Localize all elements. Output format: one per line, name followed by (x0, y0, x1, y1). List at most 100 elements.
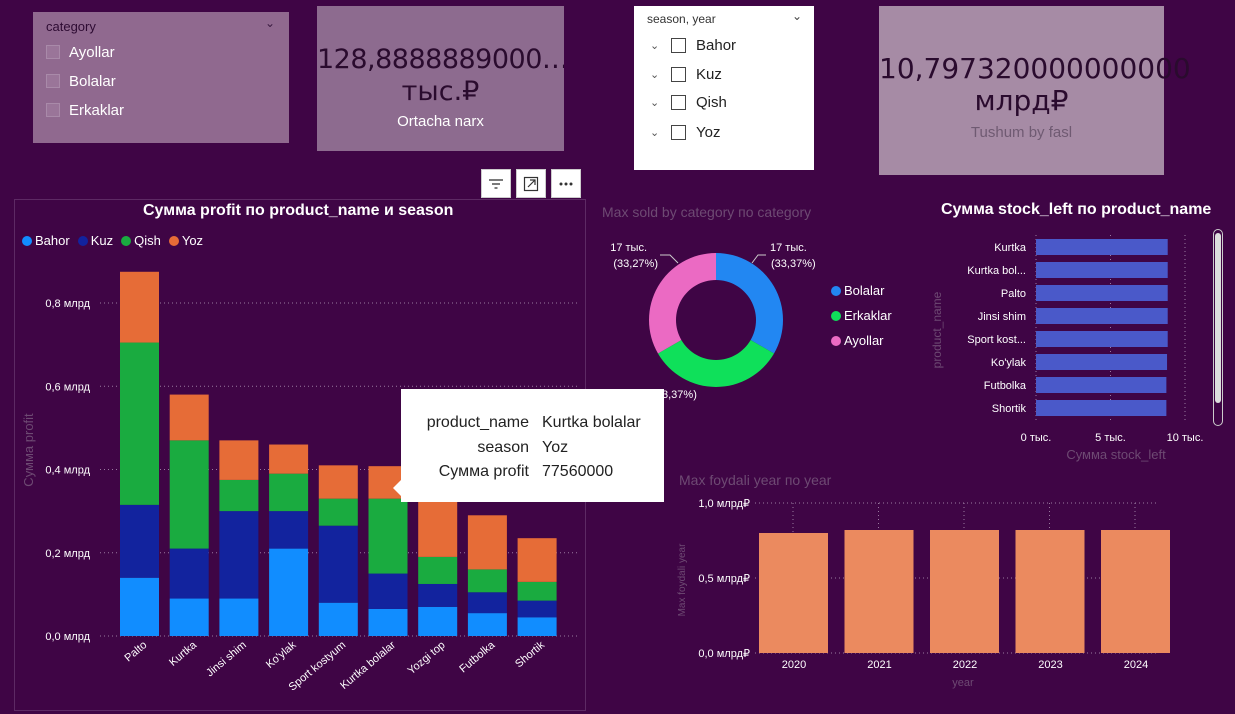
bar-segment-yoz (418, 496, 458, 557)
bar-segment-kuz (418, 583, 458, 607)
avg-price-card[interactable]: 128,8888889000… тыс.₽ Ortacha narx (317, 6, 564, 151)
y-tick-label: Futbolka (984, 380, 1027, 392)
stock-chart-svg: 0 тыс. 5 тыс. 10 тыс. Kurtka Kurtka bol... Pa… (930, 235, 1204, 462)
donut-leader-line (660, 254, 679, 264)
bar-segment-kuz (219, 511, 259, 599)
y-tick-label: 0,5 млрд₽ (698, 573, 750, 585)
y-tick-label: 0,0 млрд (45, 631, 90, 643)
y-tick-label: 0,8 млрд (45, 298, 90, 310)
x-tick-label: 2024 (1124, 659, 1148, 671)
category-option-label: Ayollar (69, 43, 115, 61)
donut-data-label: 17 тыс. (610, 242, 647, 254)
season-option-yoz[interactable]: ⌄ Yoz (650, 122, 720, 142)
expand-chevron-icon[interactable]: ⌄ (650, 96, 660, 109)
donut-chart-svg: 17 тыс. (33,27%) 17 тыс. (33,37%) 3,37%) Bola… (610, 242, 892, 401)
tooltip-pointer (393, 479, 402, 497)
filter-icon (489, 178, 503, 189)
stock-chart-scrollbar[interactable] (1213, 229, 1223, 426)
legend-dot-icon (831, 286, 841, 296)
category-option-erkaklar[interactable]: Erkaklar (46, 99, 124, 121)
donut-data-label: 3,37%) (662, 389, 697, 401)
y-tick-label: 0,2 млрд (45, 548, 90, 560)
season-option-kuz[interactable]: ⌄ Kuz (650, 64, 722, 84)
legend-label: Qish (134, 233, 161, 248)
checkbox-icon[interactable] (46, 103, 60, 117)
bar-segment-bahor (120, 577, 159, 636)
y-tick-label: 1,0 млрд₽ (698, 498, 750, 510)
bar-segment-qish (517, 581, 557, 601)
chart-tooltip: product_name Kurtka bolalar season Yoz С… (401, 389, 664, 502)
x-tick-label: Jinsi shim (204, 639, 249, 679)
checkbox-icon[interactable] (46, 45, 60, 59)
x-tick-label: 2023 (1038, 659, 1062, 671)
tooltip-value: Kurtka bolalar (542, 414, 641, 431)
filter-button[interactable] (481, 169, 511, 198)
x-axis-label: year (952, 677, 974, 689)
focus-mode-icon (523, 176, 539, 191)
checkbox-icon[interactable] (671, 94, 686, 110)
year-bar (1015, 530, 1085, 653)
legend-item-kuz[interactable]: Kuz (77, 233, 113, 248)
y-tick-label: Jinsi shim (978, 311, 1026, 323)
category-option-ayollar[interactable]: Ayollar (46, 41, 115, 63)
legend-dot-icon (22, 235, 32, 246)
more-options-button[interactable] (551, 169, 581, 198)
revenue-value: 10,797320000000000 (879, 52, 1191, 85)
expand-chevron-icon[interactable]: ⌄ (650, 68, 660, 81)
stock-bar (1036, 331, 1168, 347)
season-option-qish[interactable]: ⌄ Qish (650, 92, 727, 112)
y-tick-label: Shortik (992, 403, 1027, 415)
legend-item-yoz[interactable]: Yoz (168, 233, 203, 248)
revenue-unit: млрд₽ (974, 84, 1069, 117)
x-tick-label: 2021 (867, 659, 891, 671)
chevron-down-icon[interactable]: ⌄ (264, 16, 275, 30)
bar-segment-yoz (169, 394, 209, 441)
season-year-slicer: season, year ⌄ ⌄ Bahor ⌄ Kuz ⌄ Qish ⌄ Yo… (634, 6, 814, 170)
bar-segment-qish (368, 498, 408, 574)
bar-segment-qish (169, 440, 209, 549)
year-bar (1101, 530, 1170, 653)
x-tick-label: 2020 (782, 659, 806, 671)
year-bar (844, 530, 914, 653)
checkbox-icon[interactable] (671, 66, 686, 82)
donut-data-label: (33,37%) (771, 258, 816, 270)
bar-segment-bahor (418, 606, 458, 636)
donut-leader-line (751, 254, 766, 264)
legend-label: Bahor (35, 233, 70, 248)
chevron-down-icon[interactable]: ⌄ (791, 9, 802, 23)
legend-item-bahor[interactable]: Bahor (22, 233, 70, 248)
revenue-card[interactable]: 10,797320000000000 млрд₽ Tushum by fasl (879, 6, 1191, 175)
x-tick-label: 10 тыс. (1167, 432, 1204, 444)
tooltip-value: Yoz (542, 439, 569, 456)
donut-chart-title: Max sold by category по category (602, 204, 812, 220)
season-option-label: Yoz (696, 123, 721, 141)
category-slicer-header: category (46, 19, 96, 34)
bar-segment-kuz (269, 511, 309, 549)
tooltip-row: season Yoz (401, 439, 664, 461)
avg-price-value: 128,8888889000… (317, 44, 564, 75)
tooltip-row: Сумма profit 77560000 (401, 463, 664, 485)
category-option-bolalar[interactable]: Bolalar (46, 70, 116, 92)
y-tick-label: Palto (1001, 288, 1026, 300)
checkbox-icon[interactable] (671, 124, 686, 140)
legend-dot-icon (77, 235, 88, 246)
bar-segment-yoz (318, 465, 358, 499)
tooltip-key: product_name (426, 414, 529, 431)
stock-bar (1036, 377, 1167, 393)
bar-segment-qish (120, 342, 159, 505)
expand-chevron-icon[interactable]: ⌄ (650, 39, 660, 52)
year-bar (759, 533, 828, 653)
checkbox-icon[interactable] (671, 37, 686, 53)
focus-mode-button[interactable] (516, 169, 546, 198)
profit-chart-title: Сумма profit по product_name и season (143, 202, 454, 219)
checkbox-icon[interactable] (46, 74, 60, 88)
bar-segment-bahor (318, 602, 358, 636)
scrollbar-thumb[interactable] (1215, 233, 1221, 403)
season-option-bahor[interactable]: ⌄ Bahor (650, 35, 736, 55)
bar-segment-bahor (269, 548, 309, 636)
bar-segment-qish (418, 556, 458, 584)
legend-label: Ayollar (844, 333, 884, 348)
expand-chevron-icon[interactable]: ⌄ (650, 126, 660, 139)
legend-dot-icon (831, 336, 841, 346)
legend-item-qish[interactable]: Qish (121, 233, 161, 248)
